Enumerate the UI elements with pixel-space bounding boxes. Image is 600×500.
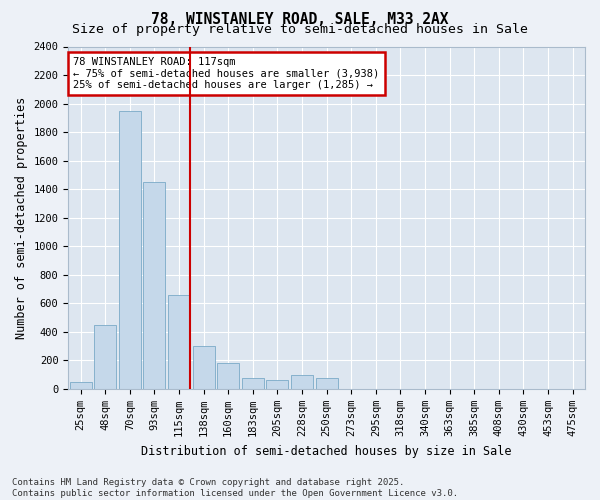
Y-axis label: Number of semi-detached properties: Number of semi-detached properties xyxy=(15,96,28,339)
Bar xyxy=(291,374,313,389)
Bar xyxy=(119,110,141,389)
Text: 78 WINSTANLEY ROAD: 117sqm
← 75% of semi-detached houses are smaller (3,938)
25%: 78 WINSTANLEY ROAD: 117sqm ← 75% of semi… xyxy=(73,57,380,90)
Bar xyxy=(316,378,338,389)
Text: Size of property relative to semi-detached houses in Sale: Size of property relative to semi-detach… xyxy=(72,22,528,36)
Bar xyxy=(168,295,190,389)
Bar xyxy=(217,362,239,389)
Text: Contains HM Land Registry data © Crown copyright and database right 2025.
Contai: Contains HM Land Registry data © Crown c… xyxy=(12,478,458,498)
Bar xyxy=(242,378,264,389)
Bar xyxy=(94,324,116,389)
Bar xyxy=(70,382,92,389)
Bar xyxy=(266,380,289,389)
Bar xyxy=(193,346,215,389)
X-axis label: Distribution of semi-detached houses by size in Sale: Distribution of semi-detached houses by … xyxy=(142,444,512,458)
Bar xyxy=(143,182,166,389)
Text: 78, WINSTANLEY ROAD, SALE, M33 2AX: 78, WINSTANLEY ROAD, SALE, M33 2AX xyxy=(151,12,449,28)
